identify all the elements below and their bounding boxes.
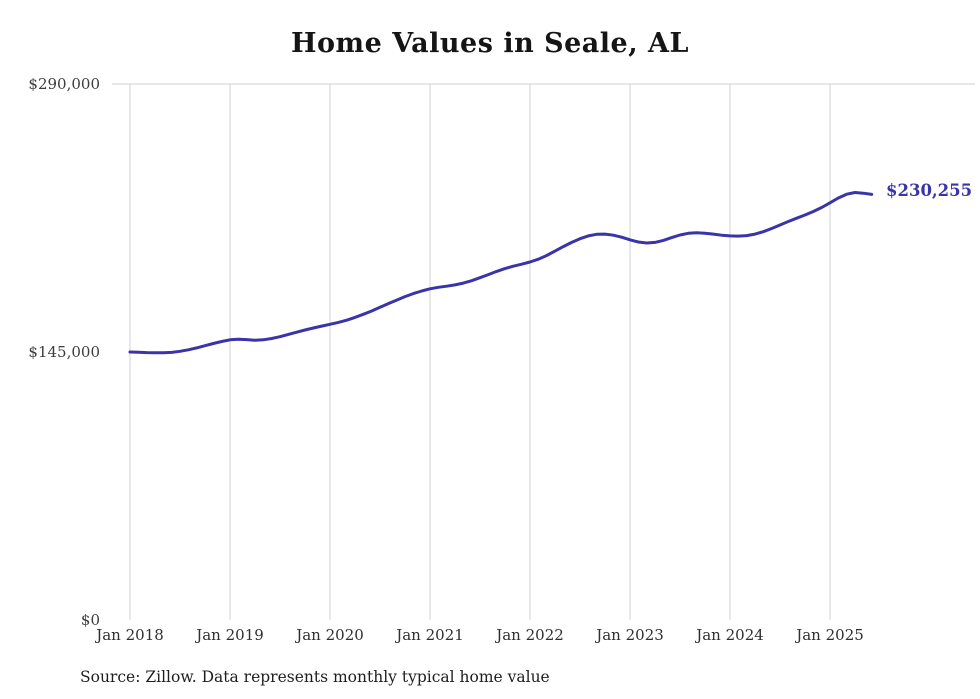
value-line <box>128 191 874 355</box>
x-axis-tick-label: Jan 2022 <box>494 626 564 644</box>
x-axis-tick-label: Jan 2025 <box>794 626 864 644</box>
x-axis-tick-label: Jan 2021 <box>394 626 464 644</box>
y-axis-tick-label: $0 <box>81 611 100 629</box>
chart-title: Home Values in Seale, AL <box>291 28 689 59</box>
y-axis-tick-label: $290,000 <box>28 75 100 93</box>
x-axis-tick-label: Jan 2018 <box>94 626 164 644</box>
end-value-label: $230,255 <box>886 181 973 200</box>
x-axis-tick-label: Jan 2024 <box>694 626 764 644</box>
x-axis-tick-label: Jan 2019 <box>194 626 264 644</box>
x-axis-tick-label: Jan 2020 <box>294 626 364 644</box>
x-axis-tick-label: Jan 2023 <box>594 626 664 644</box>
y-axis-tick-label: $145,000 <box>28 343 100 361</box>
source-note: Source: Zillow. Data represents monthly … <box>80 668 550 686</box>
